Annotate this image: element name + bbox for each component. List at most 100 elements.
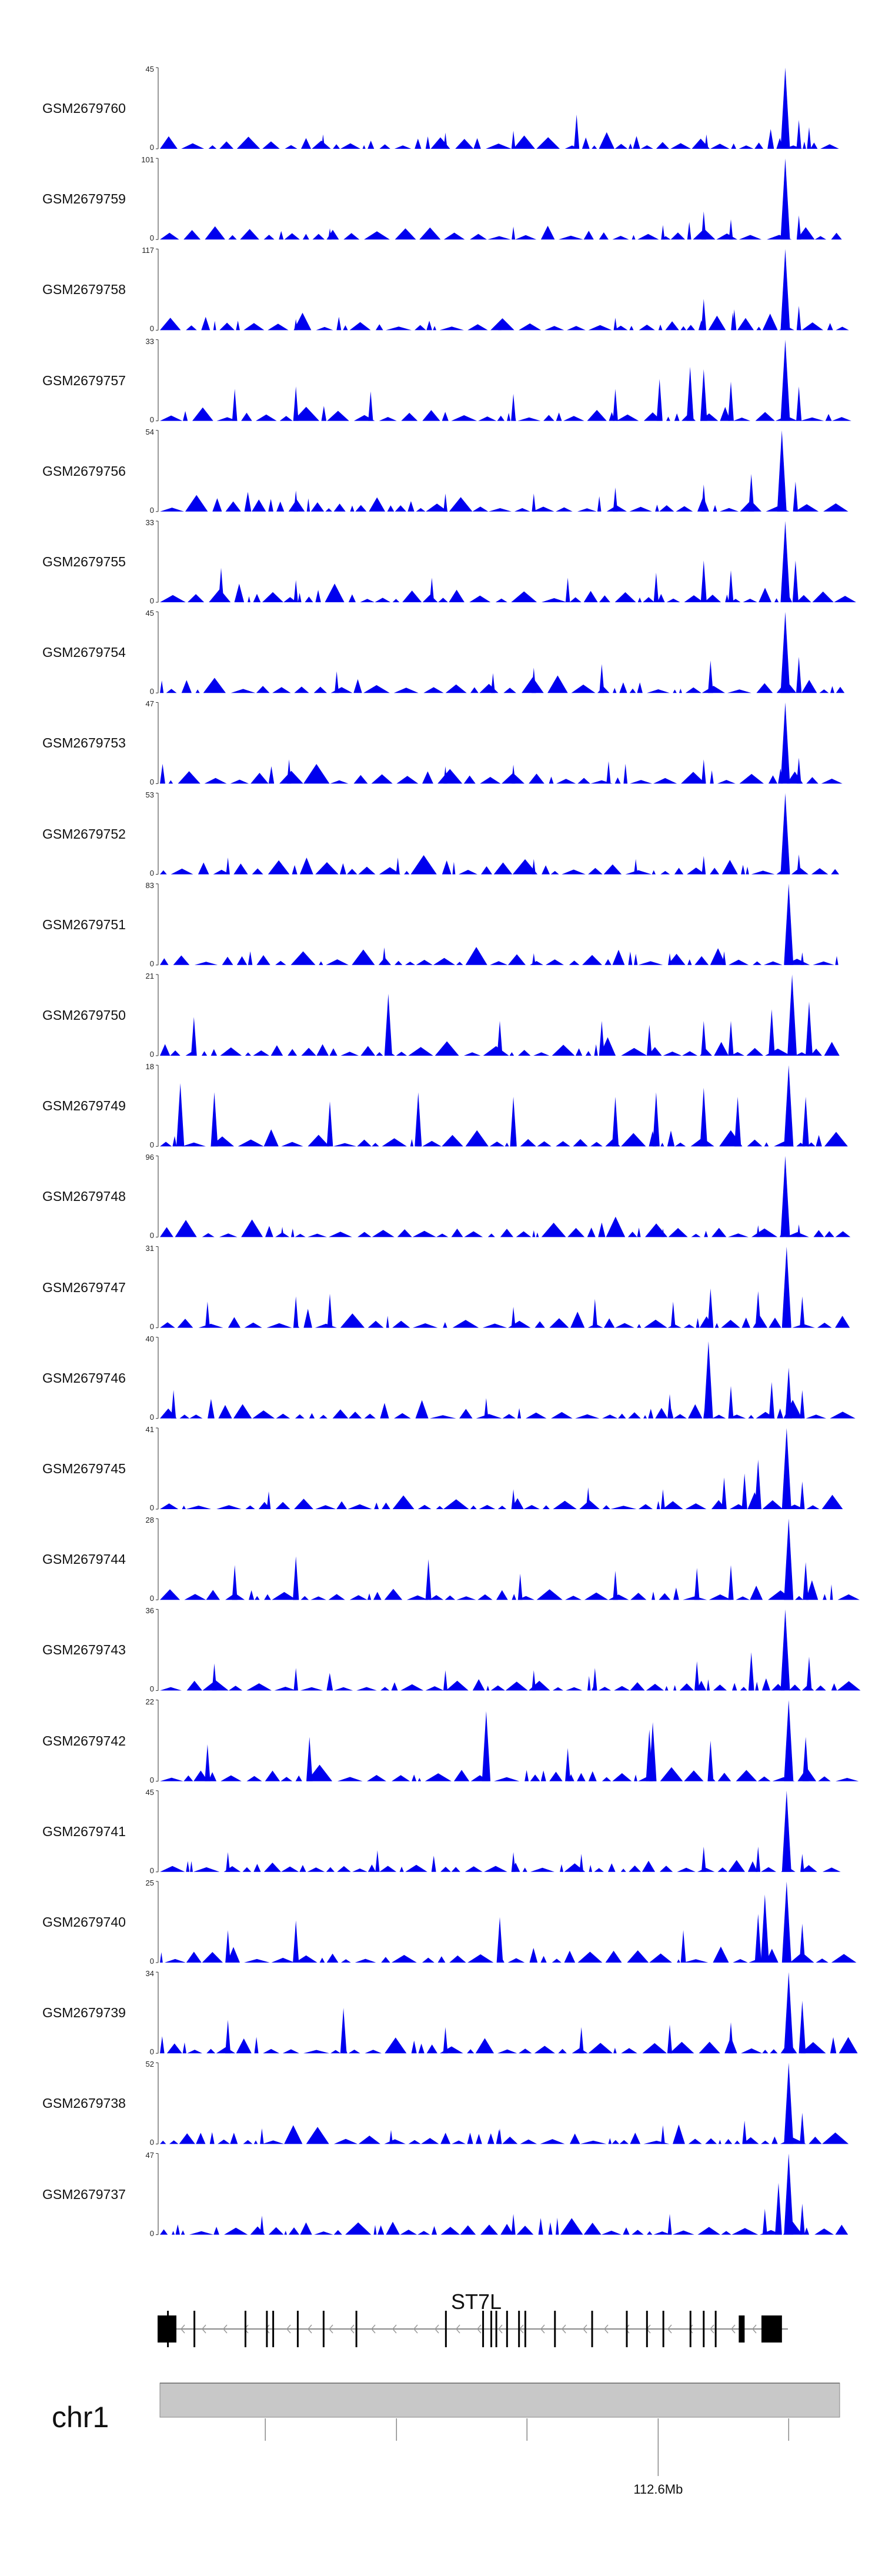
coverage-peak [754, 1914, 761, 1963]
coverage-peak [484, 1398, 489, 1419]
coverage-peak [586, 1487, 590, 1509]
track-label: GSM2679742 [42, 1733, 126, 1749]
gene-exon [296, 2311, 299, 2347]
strand-arrow [540, 2324, 545, 2334]
strand-arrow [604, 2324, 609, 2334]
coverage-background [160, 855, 840, 875]
track-label: GSM2679760 [42, 100, 126, 116]
coverage-peak [784, 1972, 794, 2054]
coverage-peak [748, 1652, 754, 1691]
coverage-peak [704, 1341, 713, 1419]
strand-arrow [689, 2324, 693, 2334]
coverage-peak [800, 2113, 805, 2144]
coverage-peak [784, 1519, 794, 1600]
chromosome-ideogram [159, 2383, 840, 2476]
coverage-peak [335, 671, 339, 693]
y-min-label: 0 [149, 505, 154, 515]
coverage-peak [293, 1556, 299, 1600]
coverage-background [160, 312, 849, 331]
coverage-peak [780, 612, 790, 693]
coverage-peak [796, 306, 801, 331]
y-max-label: 40 [145, 1334, 154, 1343]
coverage-peak [701, 1846, 706, 1872]
track-label: GSM2679747 [42, 1279, 126, 1295]
coverage-peak [802, 1737, 809, 1781]
gene-model [158, 2311, 788, 2347]
y-min-label: 0 [149, 1684, 154, 1694]
coverage-peak [532, 493, 536, 512]
coverage-peak [429, 578, 435, 602]
strand-arrow [392, 2324, 397, 2334]
gene-exon [591, 2311, 593, 2347]
coverage-peak [656, 379, 663, 421]
coverage-peak [708, 660, 713, 693]
strand-arrow [710, 2324, 714, 2334]
coverage-peak [787, 975, 797, 1056]
coverage-peak [293, 490, 298, 512]
coverage-peak [443, 493, 447, 512]
y-max-label: 31 [145, 1243, 154, 1253]
coverage-peak [592, 1299, 597, 1328]
coverage-peak [532, 953, 536, 965]
y-min-label: 0 [149, 2228, 154, 2238]
coverage-peak [606, 761, 611, 784]
coverage-background [160, 492, 848, 512]
coverage-peak [260, 2128, 264, 2144]
coverage-peak [232, 389, 238, 421]
coverage-peak [661, 225, 665, 240]
coverage-track [156, 793, 840, 875]
coverage-tracks [156, 67, 861, 2235]
coverage-peak [741, 1473, 747, 1509]
coverage-peak [799, 2000, 806, 2054]
y-min-label: 0 [149, 1594, 154, 1603]
y-max-label: 41 [145, 1425, 154, 1434]
coverage-peak [211, 1092, 218, 1147]
coverage-peak [375, 1850, 380, 1872]
track-label: GSM2679739 [42, 2005, 126, 2021]
coverage-peak [321, 134, 325, 149]
coverage-peak [512, 226, 516, 240]
coverage-background [160, 1216, 851, 1237]
coverage-peak [780, 702, 790, 784]
gene-exon [761, 2315, 767, 2343]
y-max-label: 18 [145, 1062, 154, 1072]
coverage-peak [780, 521, 790, 602]
coverage-peak [511, 1852, 516, 1872]
strand-arrow [752, 2324, 757, 2334]
gene-exon [445, 2311, 447, 2347]
track-label: GSM2679750 [42, 1007, 126, 1023]
coverage-peak [780, 68, 790, 149]
gene-exon [355, 2311, 358, 2347]
coverage-background [160, 947, 838, 965]
coverage-peak [781, 1428, 791, 1509]
coverage-peak [599, 664, 604, 693]
coverage-peak [232, 1565, 238, 1600]
coverage-track [156, 1427, 843, 1510]
coverage-peak [793, 481, 799, 512]
coverage-peak [701, 856, 706, 875]
coverage-peak [707, 1740, 714, 1781]
coverage-peak [700, 369, 707, 421]
coverage-peak [649, 1722, 657, 1781]
coverage-peak [667, 2214, 672, 2235]
coverage-track [156, 339, 851, 422]
coverage-peak [796, 758, 801, 784]
gene-exon [765, 2315, 771, 2343]
y-min-label: 0 [149, 1322, 154, 1331]
strand-arrow [202, 2324, 206, 2334]
coverage-peak [205, 1302, 210, 1328]
coverage-track [156, 2153, 848, 2235]
coverage-peak [781, 1246, 791, 1328]
y-max-label: 52 [145, 2060, 154, 2069]
y-max-label: 25 [145, 1878, 154, 1887]
coverage-background [160, 1673, 861, 1691]
coverage-peak [701, 759, 706, 784]
coverage-peak [742, 2120, 747, 2144]
y-max-label: 54 [145, 427, 154, 436]
y-max-label: 36 [145, 1606, 154, 1616]
coverage-peak [803, 1562, 808, 1600]
coverage-peak [797, 854, 801, 875]
gene-exon [518, 2311, 520, 2347]
coverage-peak [796, 386, 802, 421]
coverage-peak [425, 1559, 432, 1600]
